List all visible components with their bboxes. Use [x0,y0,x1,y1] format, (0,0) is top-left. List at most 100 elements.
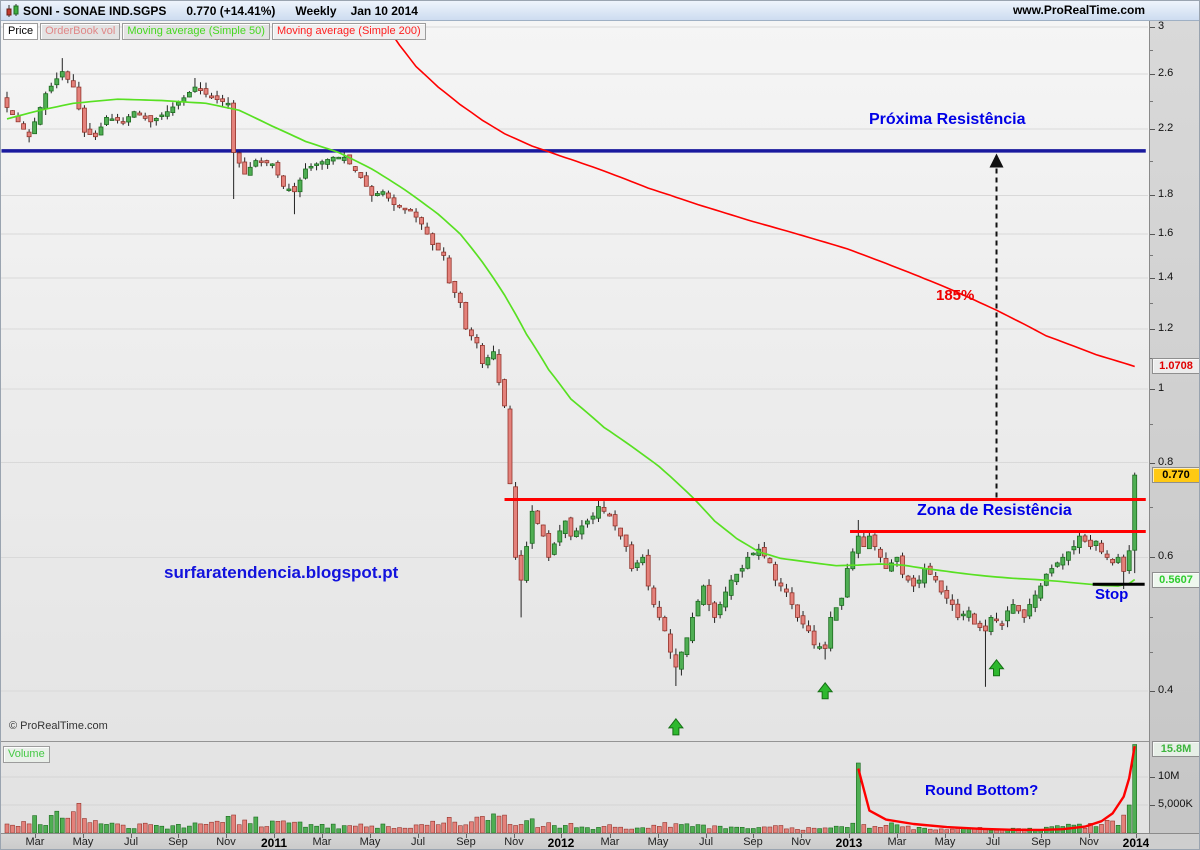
time-axis-month-label: Jul [410,836,426,848]
time-axis-border [1,833,1199,834]
axis-corner [1149,834,1199,849]
buy-signal-arrow-icon[interactable] [817,681,834,700]
volume-axis-tick [1150,777,1155,778]
indicator-chip-1[interactable]: OrderBook vol [40,23,121,40]
price-axis-minor-tick [1150,101,1153,102]
price-axis-label: 1.4 [1158,271,1174,283]
time-axis-month-label: Sep [1031,836,1051,848]
round-bottom-label[interactable]: Round Bottom? [925,782,1039,799]
price-axis-tick [1150,74,1155,75]
chart-title-bar: SONI - SONAE IND.SGPS 0.770 (+14.41%) We… [1,1,1199,21]
volume-axis-label: 5,000K [1158,798,1193,810]
time-axis-month-label: Nov [791,836,811,848]
time-axis-tick [561,834,562,838]
time-axis-tick [706,834,707,838]
price-axis-tick [1150,557,1155,558]
price-axis-tick [1150,129,1155,130]
buy-signal-arrow-icon[interactable] [988,658,1005,677]
time-axis-month-label: Sep [168,836,188,848]
last-date-label: Jan 10 2014 [350,3,418,18]
time-axis-tick [274,834,275,838]
volume-chart-canvas[interactable] [1,742,1149,833]
time-axis-month-label: Jul [698,836,714,848]
candlestick-logo-icon [6,3,19,17]
panel-separator [1,741,1149,742]
price-axis-label: 1.2 [1158,322,1174,334]
ma50-line[interactable] [6,98,1136,587]
price-badge-0.5607: 0.5607 [1152,572,1199,588]
time-axis-tick [801,834,802,838]
time-axis-month-label: Mar [887,836,907,848]
time-axis-tick [418,834,419,838]
gain-percent-label[interactable]: 185% [936,287,975,304]
price-axis-minor-tick [1150,255,1153,256]
volume-axis-label: 10M [1158,770,1180,782]
time-axis-month-label: Nov [1079,836,1099,848]
time-axis-tick [897,834,898,838]
time-axis-tick [1089,834,1090,838]
time-axis-year-label: 2013 [835,836,863,850]
price-axis-tick [1150,329,1155,330]
price-axis[interactable]: 3 2.6 2.2 1.8 1.6 1.4 1.2 1 0.8 0.6 0.4 10M 5,000K 1.… [1149,20,1199,833]
time-axis-month-label: May [647,836,669,848]
price-axis-label: 1 [1158,382,1165,394]
time-axis-tick [226,834,227,838]
last-price-change: 0.770 (+14.41%) [186,3,276,18]
time-axis-tick [514,834,515,838]
proxima-resistencia-label[interactable]: Próxima Resistência [869,111,1026,128]
round-bottom-curve[interactable] [857,745,1136,832]
candlestick-series [4,58,1138,687]
ma200-line[interactable] [387,28,1135,368]
time-axis-year-label: 2011 [260,836,288,850]
zona-resistencia-label[interactable]: Zona de Resistência [917,502,1072,519]
time-axis-tick [945,834,946,838]
time-axis-tick [322,834,323,838]
time-axis-tick [83,834,84,838]
instrument-title: SONI - SONAE IND.SGPS [23,3,167,18]
website-label: www.ProRealTime.com [1012,3,1145,17]
time-axis-tick [1136,834,1137,838]
time-axis-month-label: Jul [985,836,1001,848]
time-axis-month-label: Nov [504,836,524,848]
price-axis-minor-tick [1150,424,1153,425]
time-axis-month-label: May [359,836,381,848]
price-axis-tick [1150,195,1155,196]
time-axis-month-label: Jul [123,836,139,848]
copyright-label: © ProRealTime.com [9,720,108,732]
watermark-text[interactable]: surfaratendencia.blogspot.pt [164,563,399,582]
time-axis-month-label: Nov [216,836,236,848]
chart-plot-background[interactable] [1,21,1149,833]
time-axis-tick [178,834,179,838]
volume-axis-tick [1150,805,1155,806]
time-axis-month-label: Mar [25,836,45,848]
buy-signal-arrow-icon[interactable] [667,718,684,736]
price-axis-label: 2.6 [1158,67,1174,79]
time-axis-tick [610,834,611,838]
time-axis-month-label: Mar [600,836,620,848]
stop-label[interactable]: Stop [1095,586,1129,603]
volume-indicator-chip[interactable]: Volume [3,746,50,763]
price-badge-0.770: 0.770 [1152,467,1199,483]
time-axis-month-label: Sep [456,836,476,848]
time-axis-tick [753,834,754,838]
indicator-chip-3[interactable]: Moving average (Simple 200) [271,23,426,40]
time-axis-tick [131,834,132,838]
time-axis-tick [849,834,850,838]
price-axis-label: 2.2 [1158,122,1174,134]
timeframe-label: Weekly [295,3,337,18]
time-axis-month-label: Sep [743,836,763,848]
time-axis-month-label: May [934,836,956,848]
time-axis-tick [658,834,659,838]
price-axis-minor-tick [1150,358,1153,359]
price-axis-label: 1.8 [1158,188,1174,200]
price-axis-tick [1150,234,1155,235]
gain-arrow-head [989,153,1004,168]
time-axis-tick [1041,834,1042,838]
indicator-chip-0[interactable]: Price [3,23,39,40]
time-axis-tick [993,834,994,838]
price-axis-tick [1150,278,1155,279]
price-axis-label: 3 [1158,20,1165,32]
price-axis-label: 0.4 [1158,684,1174,696]
indicator-chip-2[interactable]: Moving average (Simple 50) [122,23,270,40]
time-axis[interactable]: Mar May Jul Sep Nov 2011 Mar May Jul Sep Nov 2012 Ma… [1,834,1199,850]
